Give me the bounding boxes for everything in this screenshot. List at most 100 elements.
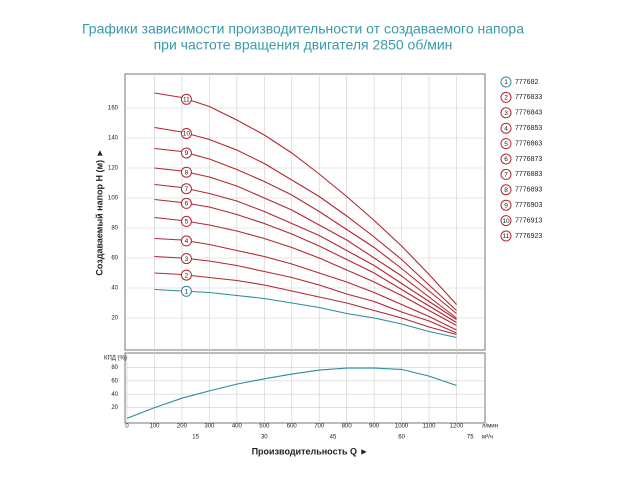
curve-label-badge <box>180 253 192 265</box>
y-tick-label: 120 <box>108 166 119 172</box>
curve-label-badge <box>180 235 192 247</box>
legend-entry: 7776893 <box>515 187 542 194</box>
legend-number: 11 <box>503 233 510 240</box>
legend-entry: 7776883 <box>515 171 542 178</box>
legend-number: 8 <box>504 187 508 194</box>
x-tick-label: 1200 <box>450 424 464 430</box>
data-line <box>154 183 457 320</box>
x-tick-label: 900 <box>369 424 380 430</box>
plot-frame <box>124 73 486 351</box>
legend-badge <box>500 199 512 211</box>
legend-entry: 7776853 <box>515 125 542 132</box>
curve-label: 11 <box>183 97 190 104</box>
x2-tick-label: 30 <box>261 435 268 441</box>
data-line <box>154 92 457 305</box>
data-line <box>154 288 457 339</box>
curve-label: 5 <box>185 219 189 226</box>
legend-badge <box>500 122 512 134</box>
x-tick-label: 700 <box>314 424 325 430</box>
legend-entry: 777682 <box>515 79 538 86</box>
legend-badge <box>500 230 512 242</box>
y-tick-label: 80 <box>111 365 118 371</box>
curve-label: 10 <box>183 131 191 138</box>
curve-label-badge <box>180 166 192 178</box>
legend-number: 1 <box>504 79 508 86</box>
curve-label: 2 <box>185 272 189 279</box>
chart-title: Графики зависимости производительности о… <box>82 21 524 37</box>
data-line <box>126 367 457 419</box>
y-axis-title: Создаваемый напор H (м) ► <box>94 148 104 275</box>
y-axis-title: КПД (%) <box>104 356 127 362</box>
curve-label-badge <box>180 269 192 281</box>
legend-number: 3 <box>504 110 508 117</box>
data-line <box>154 126 457 311</box>
curve-label: 8 <box>185 169 189 176</box>
x-tick-label: 100 <box>149 424 160 430</box>
legend-badge <box>500 107 512 119</box>
legend-number: 4 <box>504 125 508 132</box>
legend-entry: 7776863 <box>515 140 542 147</box>
x-tick-label: 1000 <box>395 424 409 430</box>
legend-number: 7 <box>504 172 508 179</box>
x2-axis-unit: м³/ч <box>482 435 493 441</box>
legend-number: 10 <box>502 218 510 225</box>
data-line <box>154 272 457 336</box>
curve-label-badge <box>180 285 192 297</box>
curve-label-badge <box>180 147 192 159</box>
curve-label-badge <box>180 93 192 105</box>
curve-label-badge <box>180 183 192 195</box>
legend-badge <box>500 91 512 103</box>
curve-label: 7 <box>185 186 189 193</box>
y-tick-label: 80 <box>111 226 118 232</box>
y-tick-label: 60 <box>111 378 118 384</box>
curve-label-badge <box>180 215 192 227</box>
x2-tick-label: 60 <box>398 435 405 441</box>
y-tick-label: 20 <box>111 405 118 411</box>
legend-badge <box>500 76 512 88</box>
data-line <box>154 216 457 326</box>
data-line <box>154 198 457 323</box>
legend-entry: 7776833 <box>515 94 542 101</box>
plot-frame <box>124 352 486 424</box>
legend-number: 2 <box>504 95 508 102</box>
legend-number: 9 <box>504 202 508 209</box>
y-tick-label: 20 <box>111 316 118 322</box>
x-tick-label: 800 <box>342 424 353 430</box>
curve-label-badge <box>180 197 192 209</box>
x-tick-label: 400 <box>232 424 243 430</box>
x-tick-label: 600 <box>287 424 298 430</box>
y-tick-label: 100 <box>108 196 119 202</box>
legend-number: 5 <box>504 141 508 148</box>
legend-badge <box>500 184 512 196</box>
legend-badge <box>500 153 512 165</box>
data-line <box>154 147 457 314</box>
legend-badge <box>500 215 512 227</box>
data-line <box>154 167 457 319</box>
legend-number: 6 <box>504 156 508 163</box>
chart-subtitle: при частоте вращения двигателя 2850 об/м… <box>154 37 453 53</box>
legend-entry: 7776923 <box>515 233 542 240</box>
curve-label: 6 <box>185 201 189 208</box>
legend-entry: 7776903 <box>515 202 542 209</box>
x-tick-label: 500 <box>259 424 270 430</box>
curve-label: 9 <box>185 150 189 157</box>
legend-badge <box>500 138 512 150</box>
legend-entry: 7776913 <box>515 217 542 224</box>
x-tick-label: 300 <box>204 424 215 430</box>
x-axis-unit: л/мин <box>482 424 498 430</box>
curve-label: 4 <box>185 238 189 245</box>
legend-entry: 7776873 <box>515 156 542 163</box>
x-tick-label: 0 <box>125 424 129 430</box>
x2-tick-label: 15 <box>192 435 199 441</box>
y-tick-label: 140 <box>108 136 119 142</box>
x-tick-label: 200 <box>177 424 188 430</box>
y-tick-label: 160 <box>108 106 119 112</box>
x-axis-title: Производительность Q ► <box>252 446 369 456</box>
data-line <box>154 237 457 331</box>
data-line <box>154 255 457 334</box>
y-tick-label: 40 <box>111 286 118 292</box>
y-tick-label: 40 <box>111 392 118 398</box>
legend-entry: 7776843 <box>515 110 542 117</box>
x2-tick-label: 75 <box>467 435 474 441</box>
